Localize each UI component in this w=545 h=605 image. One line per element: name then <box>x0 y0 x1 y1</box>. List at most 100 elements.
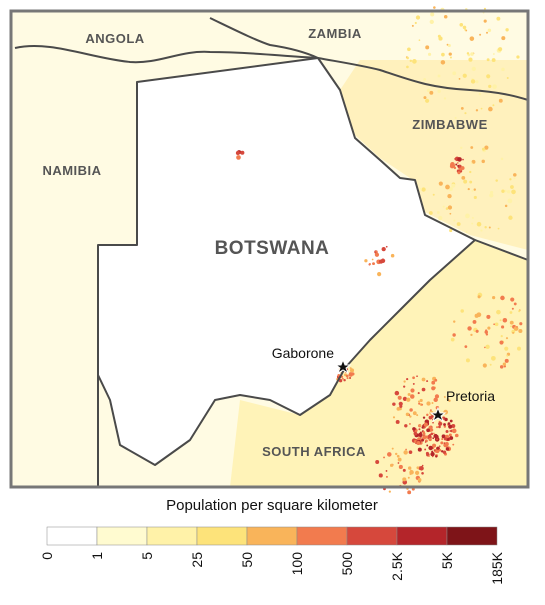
density-dot <box>492 84 497 90</box>
density-dot <box>426 380 429 383</box>
density-dot <box>453 219 456 222</box>
density-dot <box>418 428 421 431</box>
density-dot <box>428 211 433 215</box>
density-dot <box>485 344 490 349</box>
density-dot <box>462 25 467 30</box>
density-dot <box>486 31 489 34</box>
density-dot <box>469 170 472 174</box>
density-dot <box>410 394 415 399</box>
density-dot <box>426 413 429 417</box>
density-dot <box>460 106 464 110</box>
density-dot <box>425 45 430 50</box>
density-dot <box>441 438 444 441</box>
density-dot <box>387 452 392 457</box>
density-dot <box>470 52 474 56</box>
density-dot <box>471 216 474 219</box>
density-dot <box>445 430 449 434</box>
density-dot <box>504 346 509 351</box>
density-dot <box>385 470 388 472</box>
density-dot <box>444 434 447 437</box>
density-dot <box>421 377 426 382</box>
density-dot <box>434 394 440 399</box>
density-dot <box>411 24 414 27</box>
density-dot <box>477 295 481 299</box>
density-dot <box>349 368 355 373</box>
density-dot <box>509 311 513 314</box>
density-dot <box>451 423 456 428</box>
density-dot <box>506 354 509 357</box>
density-dot <box>395 420 400 424</box>
density-dot <box>456 222 461 227</box>
density-dot <box>437 74 441 78</box>
density-dot <box>453 320 456 323</box>
city-label: Pretoria <box>446 388 495 404</box>
density-dot <box>433 432 435 435</box>
density-dot <box>403 380 406 383</box>
density-dot <box>500 295 505 301</box>
density-dot <box>454 433 459 438</box>
density-dot <box>374 252 380 257</box>
density-dot <box>456 162 459 164</box>
density-dot <box>389 463 394 467</box>
density-dot <box>417 392 420 395</box>
density-dot <box>391 447 394 450</box>
density-dot <box>470 146 474 149</box>
density-dot <box>407 47 411 52</box>
density-dot <box>460 309 464 313</box>
density-dot <box>476 312 482 318</box>
density-dot <box>343 378 346 382</box>
density-dot <box>423 422 428 427</box>
density-dot <box>426 88 431 93</box>
density-dot <box>500 157 504 161</box>
density-dot <box>429 409 432 412</box>
density-dot <box>428 445 433 451</box>
legend-label: 5K <box>439 551 455 569</box>
density-dot <box>480 107 483 110</box>
density-dot <box>464 28 467 31</box>
density-dot <box>421 187 426 192</box>
density-dot <box>497 227 500 230</box>
density-dot <box>488 226 491 229</box>
density-dot <box>429 90 434 95</box>
density-dot <box>378 473 383 478</box>
density-dot <box>416 414 419 417</box>
density-dot <box>448 52 452 56</box>
density-dot <box>460 166 465 170</box>
legend-label: 50 <box>239 552 255 568</box>
density-dot <box>435 426 439 429</box>
density-dot <box>414 21 417 25</box>
density-dot <box>394 452 398 456</box>
density-dot <box>457 157 462 162</box>
density-dot <box>424 441 427 443</box>
density-dot <box>457 164 460 167</box>
density-dot <box>490 355 496 361</box>
city-label: Gaborone <box>272 345 334 361</box>
density-dot <box>413 430 415 433</box>
country-label: ANGOLA <box>85 31 144 46</box>
density-dot <box>496 309 501 315</box>
legend-label: 1 <box>89 552 105 560</box>
density-dot <box>426 428 431 433</box>
density-dot <box>406 56 409 60</box>
botswana-area <box>98 58 475 465</box>
density-dot <box>467 187 470 191</box>
city-marker <box>334 358 352 375</box>
density-dot <box>487 326 491 330</box>
density-dot <box>465 213 470 219</box>
legend-title: Population per square kilometer <box>166 497 378 514</box>
density-dot <box>519 322 523 326</box>
density-dot <box>390 253 395 258</box>
density-dot <box>502 362 506 366</box>
density-dot <box>412 376 415 380</box>
density-dot <box>503 365 507 368</box>
density-dot <box>449 56 452 59</box>
density-dot <box>412 59 417 64</box>
density-dot <box>448 187 453 192</box>
density-dot <box>488 84 492 89</box>
density-dot <box>516 325 518 328</box>
density-dot <box>421 464 424 467</box>
density-dot <box>470 333 473 337</box>
density-dot <box>501 325 505 329</box>
